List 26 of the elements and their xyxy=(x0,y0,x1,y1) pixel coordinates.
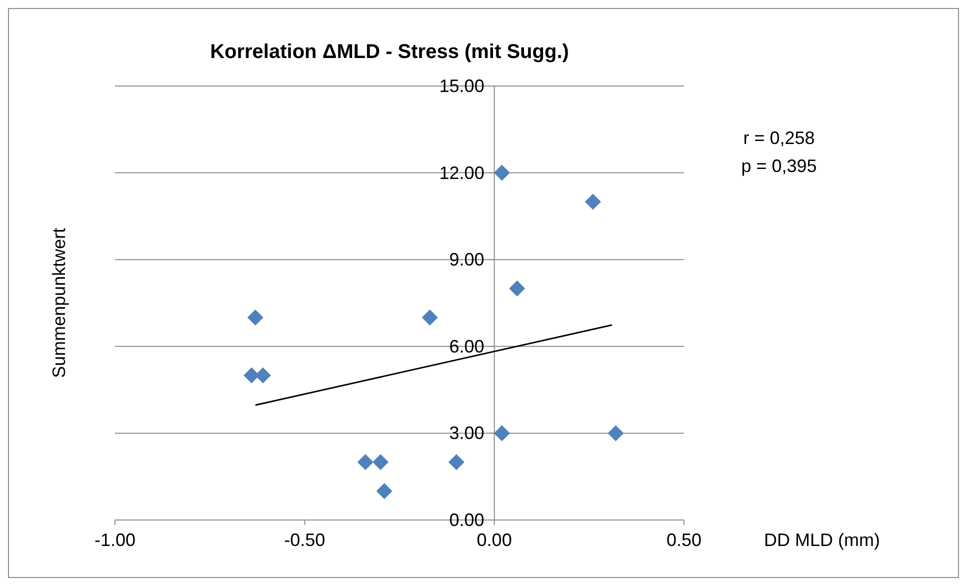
x-tick-label: 0.50 xyxy=(666,530,702,550)
text: r = 0,258 xyxy=(743,128,815,148)
x-tick-label: -1.00 xyxy=(94,530,136,550)
y-tick-label: 12.00 xyxy=(439,162,484,183)
y-tick-label: 15.00 xyxy=(439,76,484,96)
y-tick-label: 9.00 xyxy=(449,250,484,270)
chart-title: Korrelation ΔMLD - Stress (mit Sugg.) xyxy=(210,41,569,63)
point xyxy=(422,309,438,326)
x-tick-label: -0.50 xyxy=(284,530,326,550)
point xyxy=(372,454,389,470)
y-axis-title: Summenpunktwert xyxy=(49,228,69,378)
point xyxy=(494,164,510,181)
y-tick-label: 3.00 xyxy=(449,423,484,444)
point xyxy=(584,194,601,210)
point xyxy=(494,425,510,442)
point xyxy=(448,454,464,470)
point xyxy=(357,454,374,470)
y-tick-label: 0.00 xyxy=(449,510,484,530)
point xyxy=(608,425,624,442)
point xyxy=(509,280,526,297)
x-tick-label: 0.00 xyxy=(476,530,512,550)
y-tick-label: 6.00 xyxy=(449,336,484,356)
text: p = 0,395 xyxy=(741,156,817,176)
point xyxy=(376,483,392,500)
x-axis-title: DD MLD (mm) xyxy=(764,530,880,550)
point xyxy=(247,309,264,326)
